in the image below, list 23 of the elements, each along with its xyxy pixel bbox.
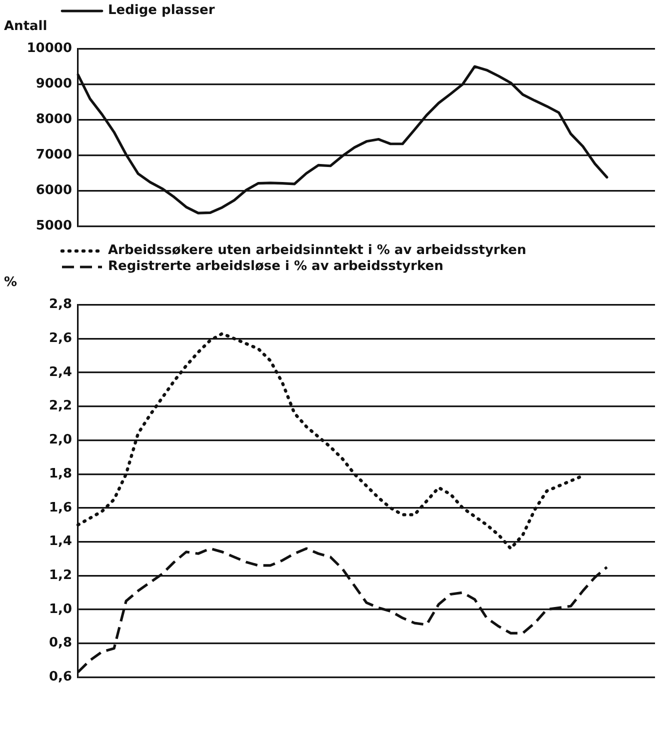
y-tick-label: 1,2	[48, 568, 72, 584]
legend-label: Arbeidssøkere uten arbeidsinntekt i % av arbeidsstyrken	[108, 243, 526, 258]
y-tick-label: 10000	[26, 41, 72, 56]
y-tick-label: 2,6	[48, 331, 72, 346]
legend-label: Registrerte arbeidsløse i % av arbeidsstyrken	[108, 259, 444, 274]
y-tick-label: 0,8	[48, 636, 72, 651]
y-tick-label: 2,4	[48, 364, 72, 380]
y-tick-label: 9000	[36, 76, 72, 92]
y-tick-label: 1,0	[48, 602, 72, 617]
y-tick-label: 1,6	[48, 500, 72, 516]
legend-label: Ledige plasser	[108, 3, 215, 18]
y-tick-label: 2,0	[48, 432, 72, 448]
y-tick-label: 1,8	[48, 466, 72, 482]
y-axis-title: %	[3, 275, 18, 291]
y-tick-label: 5000	[36, 218, 72, 234]
y-tick-label: 0,6	[48, 670, 72, 685]
y-axis-title: Antall	[3, 19, 48, 35]
y-tick-label: 2,2	[48, 398, 72, 414]
y-tick-label: 8000	[36, 112, 72, 128]
y-tick-label: 2,8	[48, 297, 72, 312]
y-tick-label: 6000	[36, 183, 72, 198]
y-tick-label: 1,4	[48, 534, 72, 550]
y-tick-label: 7000	[36, 148, 72, 163]
